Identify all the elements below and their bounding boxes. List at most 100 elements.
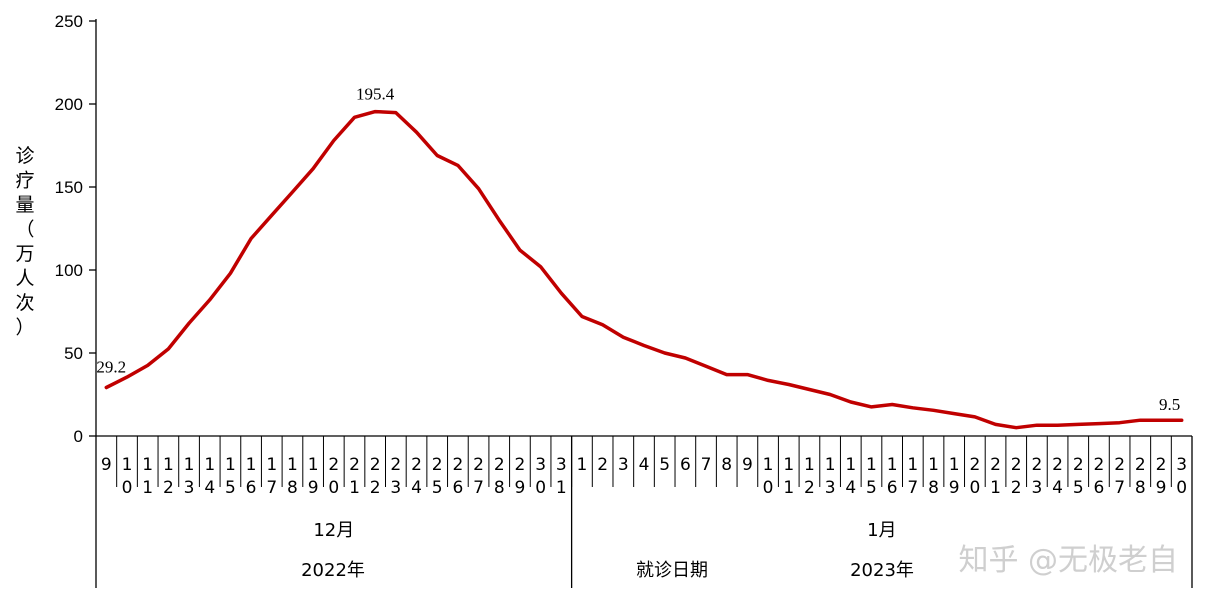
x-tick-label: 7 [473, 478, 484, 498]
x-tick-label: 3 [618, 455, 629, 475]
x-tick-label: 2 [452, 455, 463, 475]
x-tick-label: 2 [1114, 455, 1125, 475]
x-tick-label: 1 [287, 455, 298, 475]
x-tick-label: 0 [328, 478, 339, 498]
x-tick-label: 9 [1156, 478, 1167, 498]
x-tick-label: 5 [659, 455, 670, 475]
x-tick-label: 1 [825, 455, 836, 475]
month-group-label: 12月 [313, 520, 354, 541]
x-tick-label: 1 [907, 455, 918, 475]
x-tick-label: 5 [432, 478, 443, 498]
x-tick-label: 2 [1073, 455, 1084, 475]
x-tick-label: 1 [246, 455, 257, 475]
data-label: 9.5 [1159, 395, 1180, 414]
x-tick-label: 0 [535, 478, 546, 498]
x-tick-label: 0 [122, 478, 133, 498]
x-tick-label: 2 [494, 455, 505, 475]
x-tick-label: 5 [1073, 478, 1084, 498]
year-group-label: 2023年 [850, 560, 914, 581]
x-tick-label: 1 [804, 455, 815, 475]
x-tick-label: 4 [411, 478, 422, 498]
x-tick-label: 7 [907, 478, 918, 498]
x-tick-label: 1 [349, 478, 360, 498]
y-axis: 0 50 100 150 200 250 [55, 12, 97, 446]
x-tick-label: 8 [721, 455, 732, 475]
x-tick-label: 4 [1052, 478, 1063, 498]
x-tick-label: 1 [225, 455, 236, 475]
x-tick-label: 1 [142, 455, 153, 475]
x-tick-label: 2 [390, 455, 401, 475]
x-tick-label: 3 [825, 478, 836, 498]
x-tick-label: 3 [1176, 455, 1187, 475]
month-group-label: 1月 [867, 520, 896, 541]
x-tick-label: 9 [949, 478, 960, 498]
x-tick-label: 1 [866, 455, 877, 475]
x-tick-label: 2 [163, 478, 174, 498]
x-tick-label: 0 [1176, 478, 1187, 498]
x-tick-label: 6 [680, 455, 691, 475]
x-axis: 9 101112131415161718192021222324252627282… [95, 435, 1193, 588]
y-tick-label: 150 [55, 178, 83, 197]
x-tick-label: 2 [1011, 455, 1022, 475]
x-tick-label: 2 [1011, 478, 1022, 498]
x-tick-label: 4 [639, 455, 650, 475]
x-tick-label: 2 [990, 455, 1001, 475]
x-tick-label: 2 [1094, 455, 1105, 475]
y-tick-label: 50 [64, 344, 83, 363]
x-tick-label: 7 [1114, 478, 1125, 498]
series-line [104, 109, 1184, 430]
x-tick-label: 2 [969, 455, 980, 475]
data-labels: 29.2 195.4 9.5 [96, 85, 1180, 415]
x-tick-label: 2 [370, 455, 381, 475]
x-tick-label: 1 [577, 455, 588, 475]
x-tick-label: 2 [1135, 455, 1146, 475]
x-tick-label: 1 [556, 478, 567, 498]
x-tick-label: 2 [473, 455, 484, 475]
x-tick-label: 8 [928, 478, 939, 498]
y-tick-label: 0 [74, 427, 83, 446]
y-tick-label: 100 [55, 261, 83, 280]
x-tick-label: 2 [597, 455, 608, 475]
x-tick-label: 3 [390, 478, 401, 498]
x-tick-label: 1 [142, 478, 153, 498]
x-tick-label: 2 [1031, 455, 1042, 475]
x-tick-label: 5 [225, 478, 236, 498]
x-tick-label: 6 [246, 478, 257, 498]
data-label: 195.4 [356, 85, 395, 104]
x-tick-label: 2 [328, 455, 339, 475]
x-tick-label: 3 [556, 455, 567, 475]
x-tick-label: 6 [452, 478, 463, 498]
x-tick-label: 0 [969, 478, 980, 498]
x-tick-label: 9 [101, 455, 112, 475]
series-layer [104, 109, 1184, 430]
x-tick-label: 1 [949, 455, 960, 475]
x-tick-label: 8 [494, 478, 505, 498]
y-tick-label: 250 [55, 12, 83, 31]
watermark: 知乎 @无极老自 [958, 543, 1178, 578]
y-tick-label: 200 [55, 95, 83, 114]
x-tick-label: 1 [266, 455, 277, 475]
x-tick-label: 1 [783, 478, 794, 498]
x-tick-label: 8 [1135, 478, 1146, 498]
x-tick-label: 1 [887, 455, 898, 475]
x-tick-label: 7 [266, 478, 277, 498]
year-group-label: 2022年 [301, 560, 365, 581]
x-tick-label: 9 [742, 455, 753, 475]
x-tick-label: 4 [845, 478, 856, 498]
x-axis-label: 就诊日期 [636, 560, 708, 581]
x-tick-label: 6 [887, 478, 898, 498]
x-tick-label: 2 [349, 455, 360, 475]
x-tick-label: 1 [308, 455, 319, 475]
x-tick-label: 2 [432, 455, 443, 475]
x-tick-label: 1 [783, 455, 794, 475]
x-tick-label: 1 [163, 455, 174, 475]
x-tick-label: 4 [204, 478, 215, 498]
x-tick-label: 5 [866, 478, 877, 498]
x-tick-label: 3 [1031, 478, 1042, 498]
x-tick-label: 6 [1094, 478, 1105, 498]
y-axis-label: 诊疗量（万人次） [15, 145, 34, 339]
x-tick-label: 9 [308, 478, 319, 498]
x-tick-label: 1 [928, 455, 939, 475]
x-tick-label: 1 [845, 455, 856, 475]
